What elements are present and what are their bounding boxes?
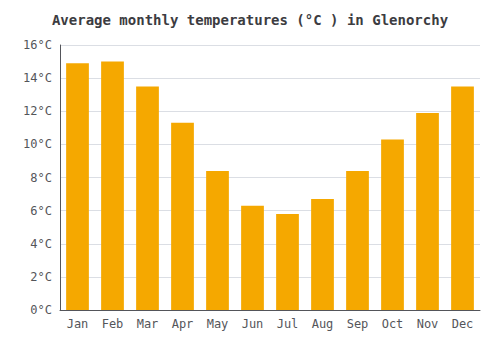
svg-text:Jan: Jan [67,317,89,331]
svg-text:0°C: 0°C [30,303,52,317]
svg-text:Feb: Feb [102,317,124,331]
svg-text:Jun: Jun [242,317,264,331]
svg-text:Oct: Oct [382,317,404,331]
svg-text:Mar: Mar [137,317,159,331]
svg-text:Nov: Nov [417,317,439,331]
svg-text:14°C: 14°C [23,71,52,85]
svg-text:Dec: Dec [452,317,474,331]
svg-text:12°C: 12°C [23,104,52,118]
svg-text:Jul: Jul [277,317,299,331]
svg-text:16°C: 16°C [23,38,52,52]
svg-text:8°C: 8°C [30,171,52,185]
svg-text:6°C: 6°C [30,204,52,218]
svg-text:Apr: Apr [172,317,194,331]
svg-text:Sep: Sep [347,317,369,331]
svg-text:2°C: 2°C [30,270,52,284]
svg-text:Average monthly temperatures (: Average monthly temperatures (°C ) in Gl… [52,12,449,28]
svg-text:10°C: 10°C [23,137,52,151]
svg-text:Aug: Aug [312,317,334,331]
svg-text:4°C: 4°C [30,237,52,251]
svg-text:May: May [207,317,229,331]
